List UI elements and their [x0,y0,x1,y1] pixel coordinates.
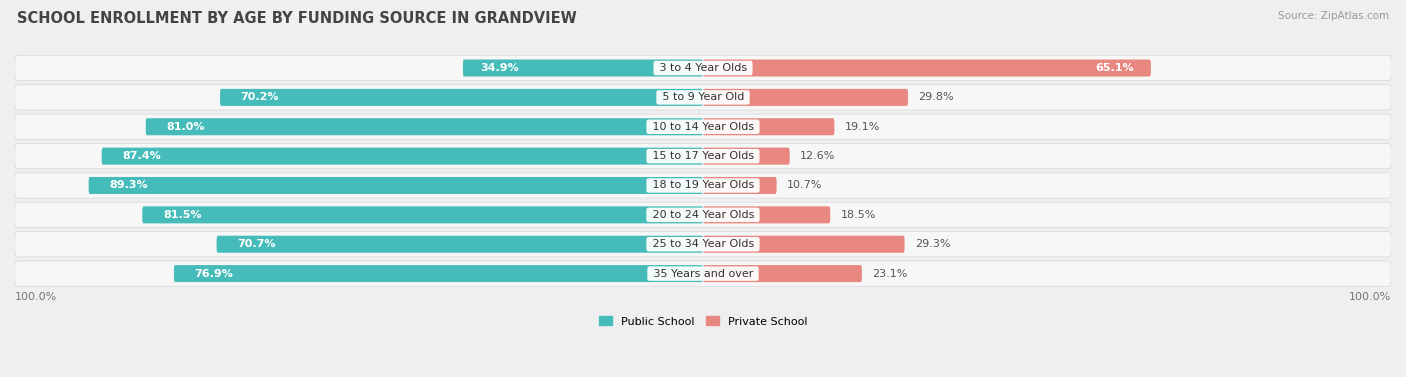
FancyBboxPatch shape [703,265,862,282]
Text: 81.5%: 81.5% [163,210,201,220]
Legend: Public School, Private School: Public School, Private School [595,312,811,331]
FancyBboxPatch shape [15,114,1391,139]
FancyBboxPatch shape [15,144,1391,169]
Text: 100.0%: 100.0% [1348,292,1391,302]
Text: 10 to 14 Year Olds: 10 to 14 Year Olds [648,122,758,132]
FancyBboxPatch shape [703,236,904,253]
Text: 15 to 17 Year Olds: 15 to 17 Year Olds [648,151,758,161]
FancyBboxPatch shape [463,60,703,77]
Text: 18.5%: 18.5% [841,210,876,220]
FancyBboxPatch shape [217,236,703,253]
FancyBboxPatch shape [219,89,703,106]
FancyBboxPatch shape [703,206,831,224]
Text: 70.2%: 70.2% [240,92,280,103]
FancyBboxPatch shape [15,261,1391,286]
Text: 23.1%: 23.1% [872,268,908,279]
FancyBboxPatch shape [15,173,1391,198]
FancyBboxPatch shape [703,60,1152,77]
Text: 100.0%: 100.0% [15,292,58,302]
FancyBboxPatch shape [703,148,790,165]
FancyBboxPatch shape [15,202,1391,227]
Text: 87.4%: 87.4% [122,151,162,161]
Text: 18 to 19 Year Olds: 18 to 19 Year Olds [648,181,758,190]
Text: 76.9%: 76.9% [194,268,233,279]
Text: 5 to 9 Year Old: 5 to 9 Year Old [658,92,748,103]
Text: 29.3%: 29.3% [915,239,950,249]
Text: 10.7%: 10.7% [787,181,823,190]
FancyBboxPatch shape [15,231,1391,257]
FancyBboxPatch shape [142,206,703,224]
FancyBboxPatch shape [703,89,908,106]
Text: 81.0%: 81.0% [166,122,205,132]
Text: Source: ZipAtlas.com: Source: ZipAtlas.com [1278,11,1389,21]
Text: 20 to 24 Year Olds: 20 to 24 Year Olds [648,210,758,220]
Text: 65.1%: 65.1% [1095,63,1133,73]
Text: SCHOOL ENROLLMENT BY AGE BY FUNDING SOURCE IN GRANDVIEW: SCHOOL ENROLLMENT BY AGE BY FUNDING SOUR… [17,11,576,26]
FancyBboxPatch shape [146,118,703,135]
Text: 25 to 34 Year Olds: 25 to 34 Year Olds [648,239,758,249]
Text: 70.7%: 70.7% [238,239,276,249]
Text: 19.1%: 19.1% [845,122,880,132]
FancyBboxPatch shape [15,85,1391,110]
Text: 12.6%: 12.6% [800,151,835,161]
Text: 3 to 4 Year Olds: 3 to 4 Year Olds [655,63,751,73]
FancyBboxPatch shape [703,177,776,194]
Text: 35 Years and over: 35 Years and over [650,268,756,279]
FancyBboxPatch shape [174,265,703,282]
Text: 29.8%: 29.8% [918,92,953,103]
FancyBboxPatch shape [703,118,834,135]
FancyBboxPatch shape [89,177,703,194]
FancyBboxPatch shape [15,55,1391,81]
FancyBboxPatch shape [101,148,703,165]
Text: 89.3%: 89.3% [110,181,148,190]
Text: 34.9%: 34.9% [479,63,519,73]
